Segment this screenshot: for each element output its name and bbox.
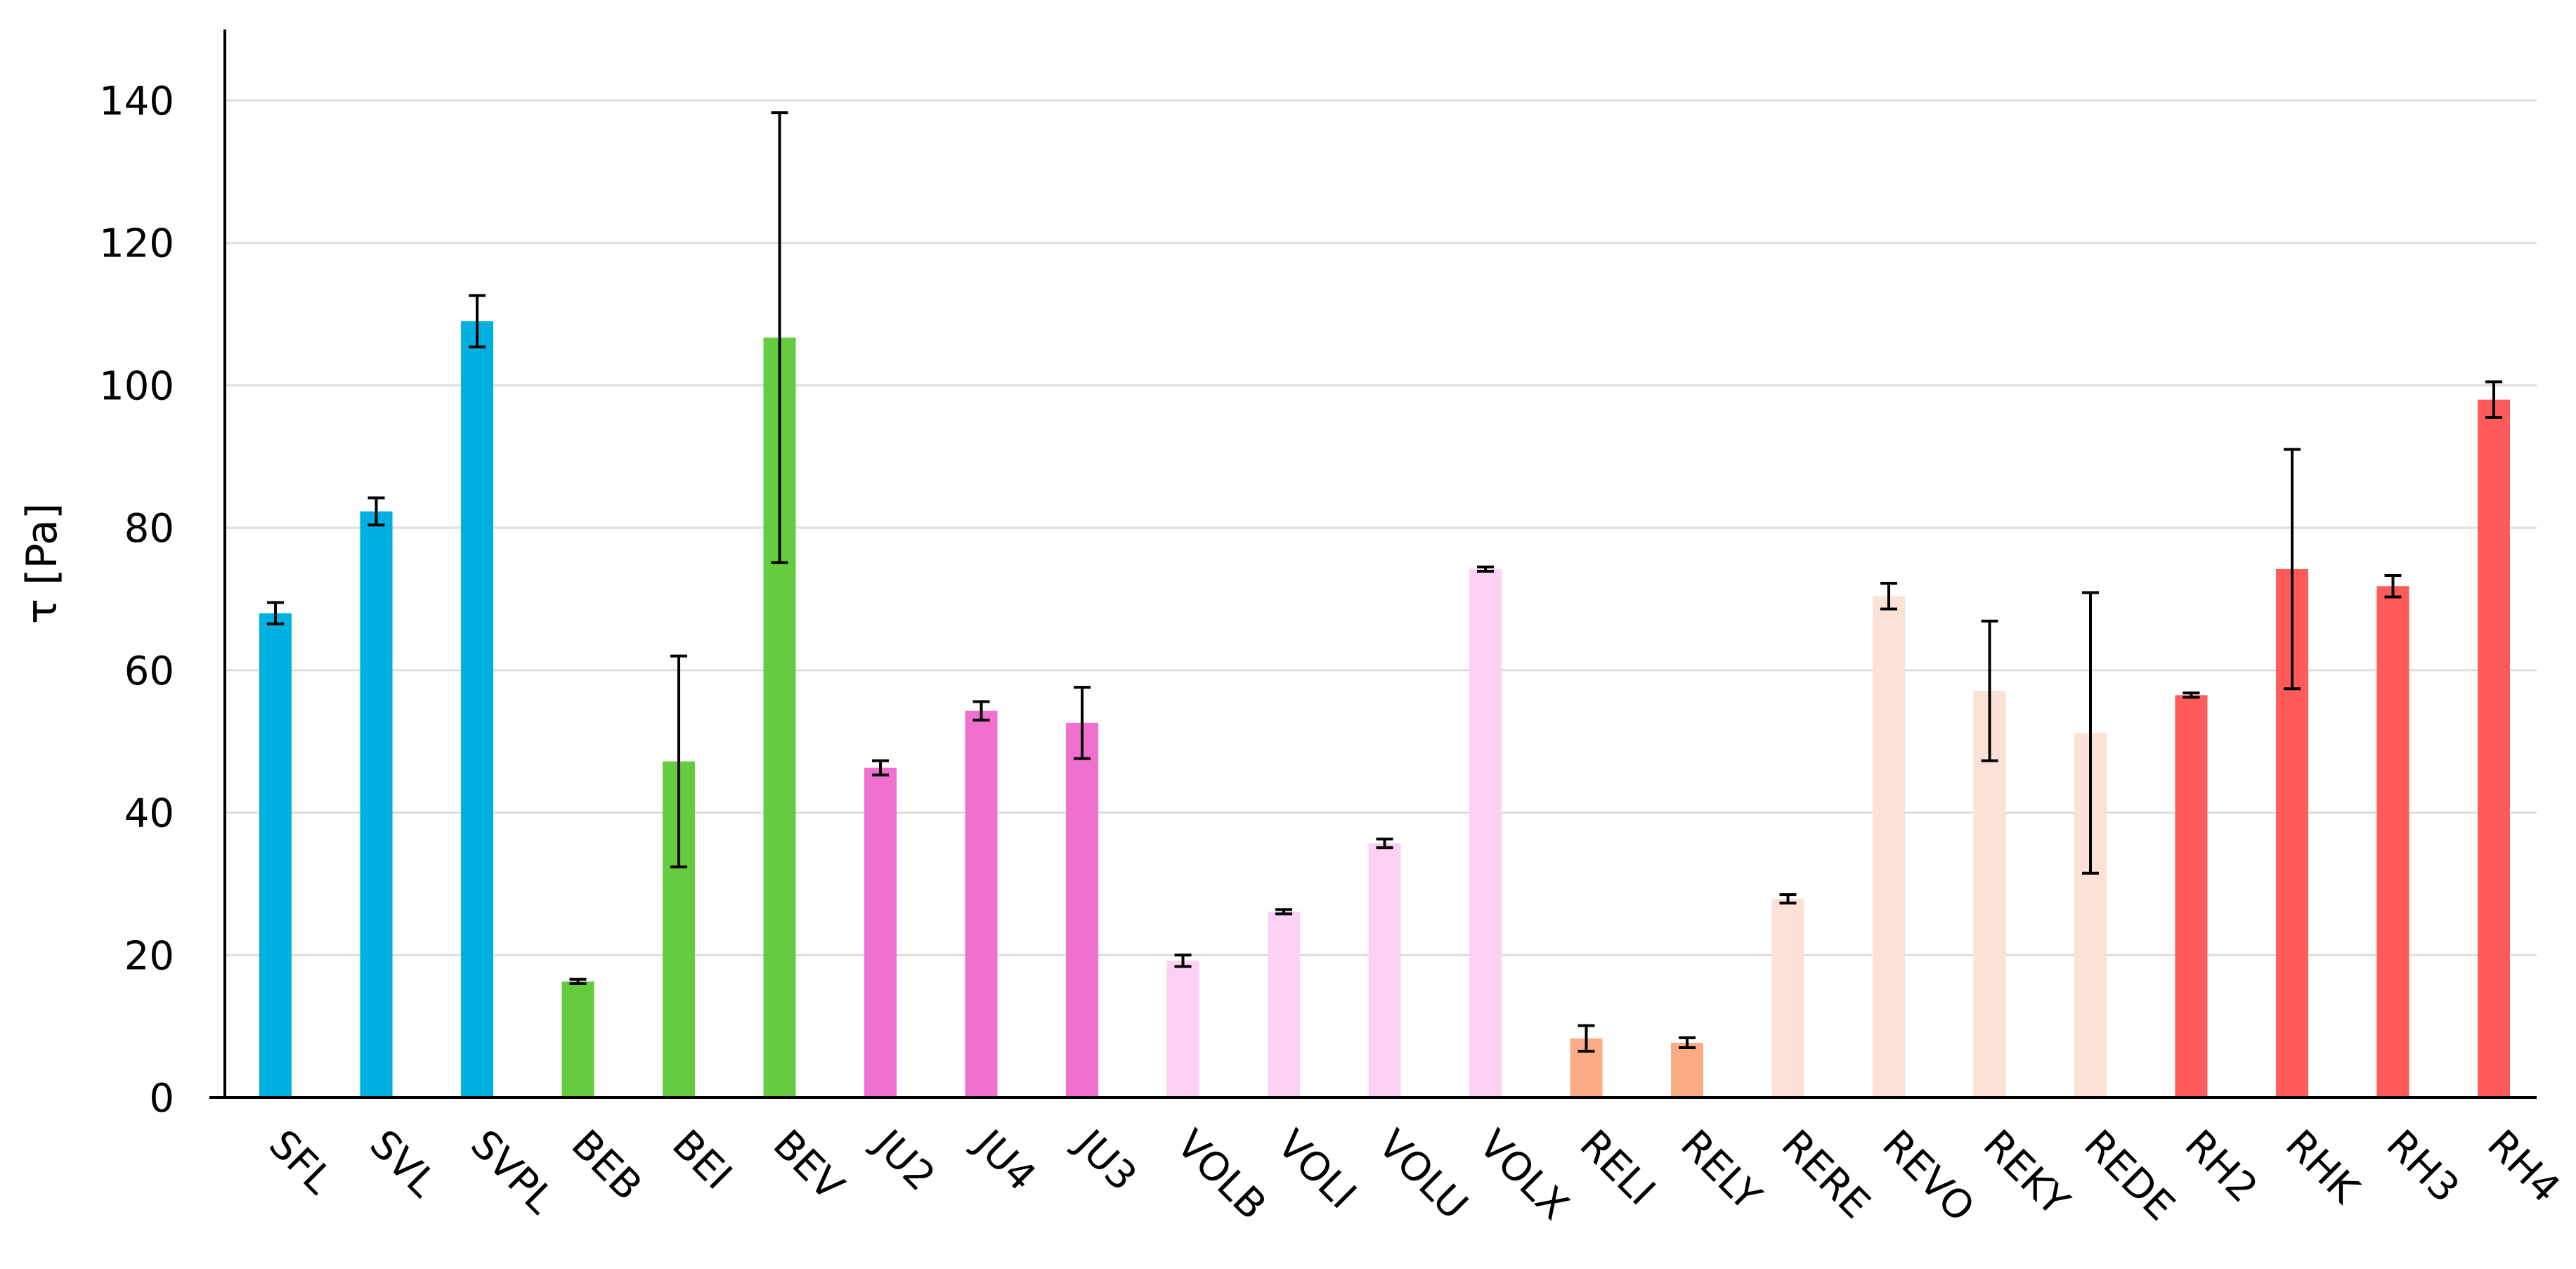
x-tick-label: VOLU [1370, 1121, 1477, 1229]
x-tick-label: BEI [663, 1121, 741, 1199]
y-tick-label: 120 [99, 221, 174, 267]
x-tick-label: RHK [2277, 1121, 2368, 1213]
bar-volb [1166, 961, 1199, 1098]
y-tick-label: 60 [124, 649, 174, 694]
x-tick-label: REVO [1873, 1121, 1983, 1231]
gridlines [225, 99, 2537, 956]
x-tick-label: RERE [1773, 1121, 1879, 1228]
x-tick-label: BEB [563, 1121, 651, 1209]
y-tick-label: 40 [124, 791, 174, 837]
bar-ju4 [965, 710, 998, 1098]
bar-rely [1671, 1042, 1703, 1098]
error-bar-voli [1275, 908, 1292, 916]
x-tick-label: SVL [361, 1121, 445, 1206]
y-tick-label: 140 [99, 79, 174, 124]
y-tick-label: 100 [99, 363, 174, 409]
error-bar-ju3 [1074, 686, 1091, 760]
error-bar-volu [1376, 838, 1393, 850]
bar-revo [1873, 596, 1905, 1098]
x-tick-label: VOLI [1268, 1121, 1365, 1218]
y-tick-labels: 0 20 40 60 80 100 120 140 [99, 79, 174, 1121]
error-bar-revo [1880, 582, 1897, 611]
x-tick-label: VOLB [1168, 1121, 1275, 1229]
x-tick-label: RELI [1571, 1121, 1664, 1214]
bar-beb [561, 981, 594, 1098]
error-bar-ju4 [972, 700, 990, 722]
error-bar-volb [1174, 954, 1192, 968]
x-tick-label: REDE [2075, 1121, 2183, 1230]
bar-rere [1771, 899, 1804, 1098]
bar-rh4 [2478, 399, 2510, 1098]
bar-rh3 [2376, 586, 2409, 1098]
x-tick-label: RELY [1672, 1121, 1770, 1220]
error-bar-bev [771, 111, 788, 564]
error-bar-bei [670, 654, 687, 868]
bars [259, 321, 2510, 1098]
bar-volx [1469, 568, 1502, 1098]
bar-volu [1368, 843, 1401, 1098]
error-bar-reky [1981, 619, 1998, 762]
error-bar-rere [1779, 893, 1797, 905]
y-axis-label: τ [Pa] [18, 503, 67, 624]
y-tick-label: 80 [124, 506, 174, 552]
error-bars [267, 111, 2502, 1053]
error-bar-rh4 [2485, 380, 2502, 419]
x-tick-label: SVPL [462, 1121, 563, 1223]
error-bar-ju2 [872, 759, 889, 776]
error-bar-svl [367, 496, 385, 527]
x-tick-label: JU3 [1065, 1120, 1145, 1200]
bar-ju3 [1066, 722, 1098, 1098]
x-tick-label: VOLX [1470, 1121, 1578, 1229]
y-tick-label: 20 [124, 933, 174, 979]
error-bar-rh3 [2384, 574, 2402, 599]
bar-rh2 [2175, 695, 2208, 1098]
x-tick-label: RH3 [2378, 1121, 2468, 1211]
bar-sfl [259, 613, 292, 1098]
x-tick-label: RH4 [2478, 1121, 2568, 1211]
bar-ju2 [864, 767, 897, 1098]
bar-svpl [461, 321, 493, 1098]
error-bar-rh2 [2183, 691, 2200, 699]
bar-svl [360, 511, 393, 1098]
error-bar-rede [2082, 591, 2099, 875]
x-tick-label: BEV [765, 1121, 852, 1209]
y-tick-label: 0 [149, 1076, 174, 1121]
x-tick-label: REKY [1975, 1121, 2079, 1225]
error-bar-sfl [267, 601, 284, 625]
axes [209, 30, 2537, 1099]
error-bar-rely [1679, 1036, 1696, 1050]
x-tick-label: JU4 [964, 1120, 1044, 1200]
x-tick-label: SFL [260, 1121, 341, 1203]
error-bar-beb [569, 977, 587, 985]
error-bar-reli [1578, 1024, 1595, 1053]
x-tick-label: RH2 [2176, 1121, 2266, 1211]
bar-voli [1268, 911, 1300, 1098]
x-tick-label: JU2 [864, 1120, 944, 1200]
error-bar-volx [1477, 565, 1494, 573]
error-bar-svpl [469, 294, 486, 349]
error-bar-rhk [2284, 448, 2301, 691]
